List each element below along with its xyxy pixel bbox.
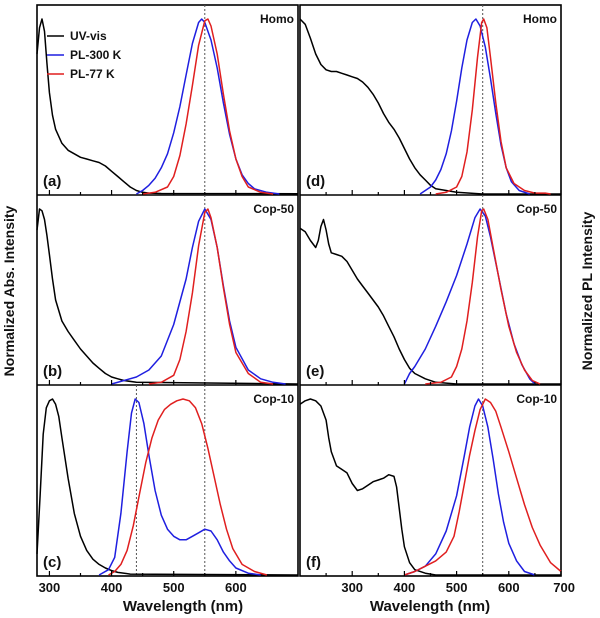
series-line-pl-77-k-f — [404, 398, 562, 576]
legend-label-pl-300k: PL-300 K — [70, 48, 122, 62]
panel-title-f: Cop-10 — [516, 392, 557, 406]
panel-label-f: (f) — [306, 554, 321, 571]
panel-title-a: Homo — [260, 12, 294, 26]
x-axis-label-left: Wavelength (nm) — [123, 598, 243, 615]
series-line-pl-77-k-a — [142, 18, 274, 195]
series-line-pl-77-k-d — [435, 18, 551, 195]
x-tick-label-600: 600 — [225, 580, 247, 595]
series-line-uv-vis-e — [299, 218, 561, 385]
series-line-pl-77-k-e — [425, 208, 541, 385]
series-line-uv-vis-b — [36, 208, 299, 385]
panel-title-c: Cop-10 — [253, 392, 294, 406]
series-line-pl-300-k-d — [419, 18, 530, 195]
series-line-pl-300-k-b — [111, 208, 286, 385]
panel-b: (b) Cop-50 — [36, 195, 299, 385]
panel-label-d: (d) — [306, 173, 325, 190]
series-line-pl-300-k-c — [98, 398, 261, 576]
series-line-pl-300-k-a — [136, 18, 280, 195]
x-tick-label-400: 400 — [101, 580, 123, 595]
panel-title-e: Cop-50 — [516, 202, 557, 216]
series-line-pl-77-k-c — [108, 398, 268, 576]
legend-label-pl-77k: PL-77 K — [70, 67, 115, 81]
x-tick-label-700: 700 — [553, 580, 575, 595]
y-axis-label-right: Normalized PL Intensity — [579, 212, 595, 371]
column-frame-2 — [299, 4, 562, 577]
x-axis-label-right: Wavelength (nm) — [370, 598, 490, 615]
panel-label-b: (b) — [43, 363, 62, 380]
legend-label-uv-vis: UV-vis — [70, 29, 107, 43]
series-line-pl-300-k-f — [404, 398, 536, 576]
x-tick-label-300: 300 — [341, 580, 363, 595]
series-line-uv-vis-d — [299, 18, 561, 195]
panel-label-a: (a) — [43, 173, 61, 190]
panel-label-c: (c) — [43, 554, 61, 571]
panel-e: (e) Cop-50 — [299, 195, 561, 385]
column-frame-1 — [36, 4, 299, 577]
panels-layer: (a) Homo (b) Cop-50 (c) Cop-10 (d) Homo (e) Cop-5… — [36, 4, 562, 577]
panel-title-b: Cop-50 — [253, 202, 294, 216]
series-line-pl-77-k-b — [148, 208, 274, 385]
x-tick-label-500: 500 — [446, 580, 468, 595]
x-tick-label-300: 300 — [39, 580, 61, 595]
series-line-uv-vis-f — [299, 398, 561, 576]
panel-title-d: Homo — [523, 12, 557, 26]
legend: UV-vis PL-300 K PL-77 K — [47, 29, 122, 81]
panel-c: (c) Cop-10 — [36, 385, 299, 576]
x-tick-label-600: 600 — [498, 580, 520, 595]
panel-a: (a) Homo — [36, 5, 299, 195]
series-line-uv-vis-a — [36, 18, 299, 195]
x-tick-label-400: 400 — [394, 580, 416, 595]
series-line-uv-vis-c — [36, 398, 299, 576]
panel-label-e: (e) — [306, 363, 324, 380]
panel-d: (d) Homo — [299, 5, 561, 195]
y-axis-label-left: Normalized Abs. Intensity — [1, 205, 17, 376]
panel-f: (f) Cop-10 — [299, 385, 562, 576]
ticks-layer: 300 400 500 600 300 400 500 600 700 — [39, 190, 575, 595]
x-tick-label-500: 500 — [163, 580, 185, 595]
